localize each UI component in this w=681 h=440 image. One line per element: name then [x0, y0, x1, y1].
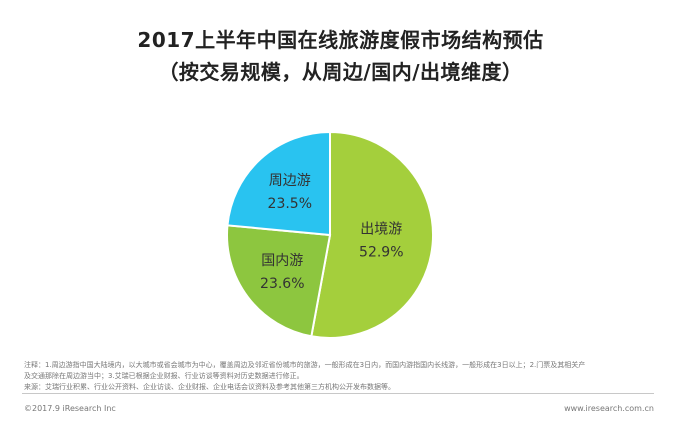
note-line-1: 注释：1.周边游指中国大陆境内，以大城市或省会城市为中心，覆盖周边及邻近省份城市…	[24, 361, 586, 369]
source-line: 来源：艾瑞行业积累、行业公开资料、企业访谈、企业财报、企业电话会议资料及参考其他…	[24, 383, 395, 391]
slice-label-0: 出境游	[360, 222, 402, 238]
chart-subtitle: （按交易规模，从周边/国内/出境维度）	[158, 60, 523, 84]
pie-slice-2	[226, 130, 331, 237]
website-link[interactable]: www.iresearch.com.cn	[564, 404, 654, 413]
slice-value-2: 23.5%	[268, 196, 312, 212]
footer-divider	[22, 393, 654, 394]
slice-label-1: 国内游	[261, 253, 303, 269]
slice-value-0: 52.9%	[359, 245, 403, 261]
pie-slice-1	[226, 224, 332, 338]
pie-slice-0	[310, 130, 434, 339]
slice-value-1: 23.6%	[260, 276, 304, 292]
copyright-text: ©2017.9 iResearch Inc	[24, 404, 116, 413]
note-line-2: 及交通那除在周边游当中；3.艾瑞已根据企业财报、行业访谈等资料对历史数据进行修正…	[24, 372, 304, 380]
chart-title: 2017上半年中国在线旅游度假市场结构预估	[137, 28, 544, 52]
chart-notes: 注释：1.周边游指中国大陆境内，以大城市或省会城市为中心，覆盖周边及邻近省份城市…	[24, 360, 654, 393]
slice-label-2: 周边游	[269, 173, 311, 189]
